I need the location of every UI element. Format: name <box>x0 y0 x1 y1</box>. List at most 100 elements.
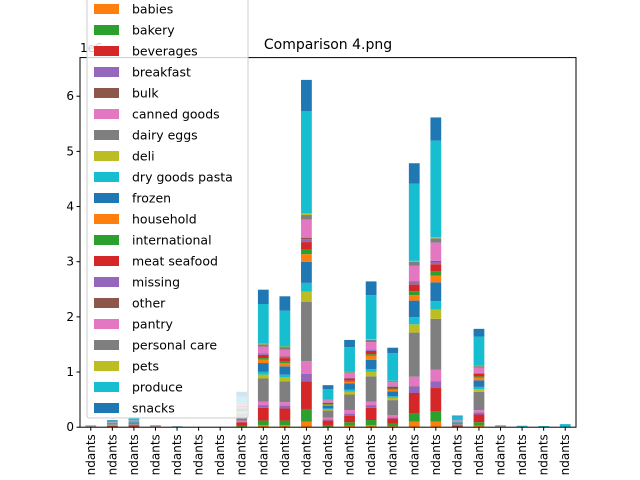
bar-segment-frozen <box>430 282 442 302</box>
bar-segment-canned-goods <box>301 361 312 374</box>
bar-segment-produce <box>473 336 485 366</box>
bar-segment-produce <box>430 140 442 238</box>
bar-segment-produce <box>516 425 528 427</box>
bar-segment-meat-seafood <box>322 402 334 404</box>
bar-segment-frozen <box>473 380 485 387</box>
y-tick-label: 2 <box>66 310 74 324</box>
bar-segment-pets <box>279 346 291 348</box>
bar-segment-pets <box>365 339 377 340</box>
x-tick-label: ndants <box>537 434 551 475</box>
bar-segment-deli <box>387 397 399 401</box>
y-tick-label: 4 <box>66 200 74 214</box>
bar-segment-breakfast <box>387 417 399 419</box>
bar-segment-snacks <box>387 347 399 354</box>
bar-segment-frozen <box>365 359 377 370</box>
bar-segment-meat-seafood <box>344 378 355 381</box>
bar-segment-canned-goods <box>344 409 355 414</box>
bar-segment-dairy-eggs <box>430 318 442 370</box>
bar-segment-international <box>322 403 334 405</box>
bar-segment-snacks <box>322 385 334 390</box>
legend-swatch <box>94 109 119 119</box>
bar-segment-dairy-eggs <box>408 332 420 377</box>
legend-box <box>86 0 249 419</box>
bar-segment-breakfast <box>236 421 248 423</box>
bar-segment-dry-goods-pasta <box>473 386 485 390</box>
x-tick-label: ndants <box>127 434 141 475</box>
bar-segment-meat-seafood <box>387 386 399 389</box>
bar-segment-breakfast <box>365 405 377 408</box>
legend-label: household <box>132 212 197 227</box>
bar-segment-household <box>279 363 291 367</box>
bar-segment-frozen <box>344 383 355 390</box>
bar-segment-missing <box>430 261 442 265</box>
x-tick-label: ndants <box>558 434 572 475</box>
bar-segment-frozen <box>387 391 399 397</box>
bar-segment-international <box>365 354 377 356</box>
legend-swatch <box>94 25 119 35</box>
bar-segment-deli <box>301 291 312 302</box>
bar-segment-dairy-eggs <box>128 423 140 425</box>
bar-segment-beverages <box>106 425 118 427</box>
bar-segment-pantry <box>322 400 334 403</box>
bar-segment-pantry <box>365 342 377 350</box>
bar-segment-meat-seafood <box>473 373 485 377</box>
bar-segment-produce <box>301 111 312 214</box>
bar-segment-other <box>279 356 291 357</box>
legend-swatch <box>94 277 119 287</box>
bar-segment-international <box>408 291 420 296</box>
x-tick-label: ndants <box>515 434 529 475</box>
bar-segment-deli <box>257 374 269 379</box>
bar-segment-other <box>408 281 420 283</box>
legend-swatch <box>94 298 119 308</box>
bar-segment-frozen <box>128 422 140 423</box>
bar-segment-bakery <box>236 425 248 427</box>
bar-segment-bakery <box>430 411 442 422</box>
bar-segment-pets <box>430 237 442 239</box>
bar-segment-meat-seafood <box>257 354 269 359</box>
bar-segment-dry-goods-pasta <box>279 374 291 378</box>
bar-segment-dairy-eggs <box>344 394 355 410</box>
bar-segment-produce <box>495 425 506 427</box>
bar-segment-deli <box>322 409 334 411</box>
bar-segment-snacks <box>473 328 485 337</box>
bar-segment-pantry <box>408 265 420 282</box>
bar-segment-missing <box>365 349 377 351</box>
bar-segment-bakery <box>365 420 377 425</box>
legend-swatch <box>94 256 119 266</box>
bar-segment-babies <box>279 424 291 428</box>
bar-segment-babies <box>301 421 312 428</box>
x-tick-label: ndants <box>148 434 162 475</box>
bar-segment-produce <box>387 353 399 381</box>
bar-segment-household <box>473 377 485 381</box>
legend-swatch <box>94 46 119 56</box>
bar-segment-pets <box>257 343 269 345</box>
bar-segment-beverages <box>408 393 420 414</box>
bar-segment-dairy-eggs <box>106 424 118 426</box>
bar-segment-produce <box>365 295 377 340</box>
bar-segment-international <box>257 358 269 360</box>
x-tick-label: ndants <box>278 434 292 475</box>
bar-segment-babies <box>257 424 269 428</box>
bar-segment-beverages <box>322 420 334 425</box>
bar-segment-dairy-eggs <box>279 381 291 403</box>
x-axis-ticks: ndants ndants ndants ndants ndants ndants ndan… <box>84 427 572 475</box>
bar-segment-pantry <box>387 382 399 387</box>
bar-segment-dry-goods-pasta <box>430 301 442 310</box>
legend: babies bakery beverages breakfast bulk canned… <box>86 0 249 419</box>
bar-segment-bakery <box>279 420 291 425</box>
bar-segment-beverages <box>387 418 399 424</box>
legend-swatch <box>94 88 119 98</box>
bar-segment-other <box>257 353 269 354</box>
legend-label: other <box>132 296 166 311</box>
x-tick-label: ndants <box>343 434 357 475</box>
legend-label: dry goods pasta <box>132 170 233 185</box>
bar-segment-missing <box>344 377 355 379</box>
bar-segment-household <box>365 355 377 360</box>
legend-label: pets <box>132 359 159 374</box>
bar-segment-missing <box>408 282 420 285</box>
bar-segment-breakfast <box>473 412 485 415</box>
x-tick-label: ndants <box>213 434 227 475</box>
bar-segment-international <box>430 271 442 276</box>
bar-segment-bakery <box>344 422 355 426</box>
bar-segment-snacks <box>452 415 463 417</box>
